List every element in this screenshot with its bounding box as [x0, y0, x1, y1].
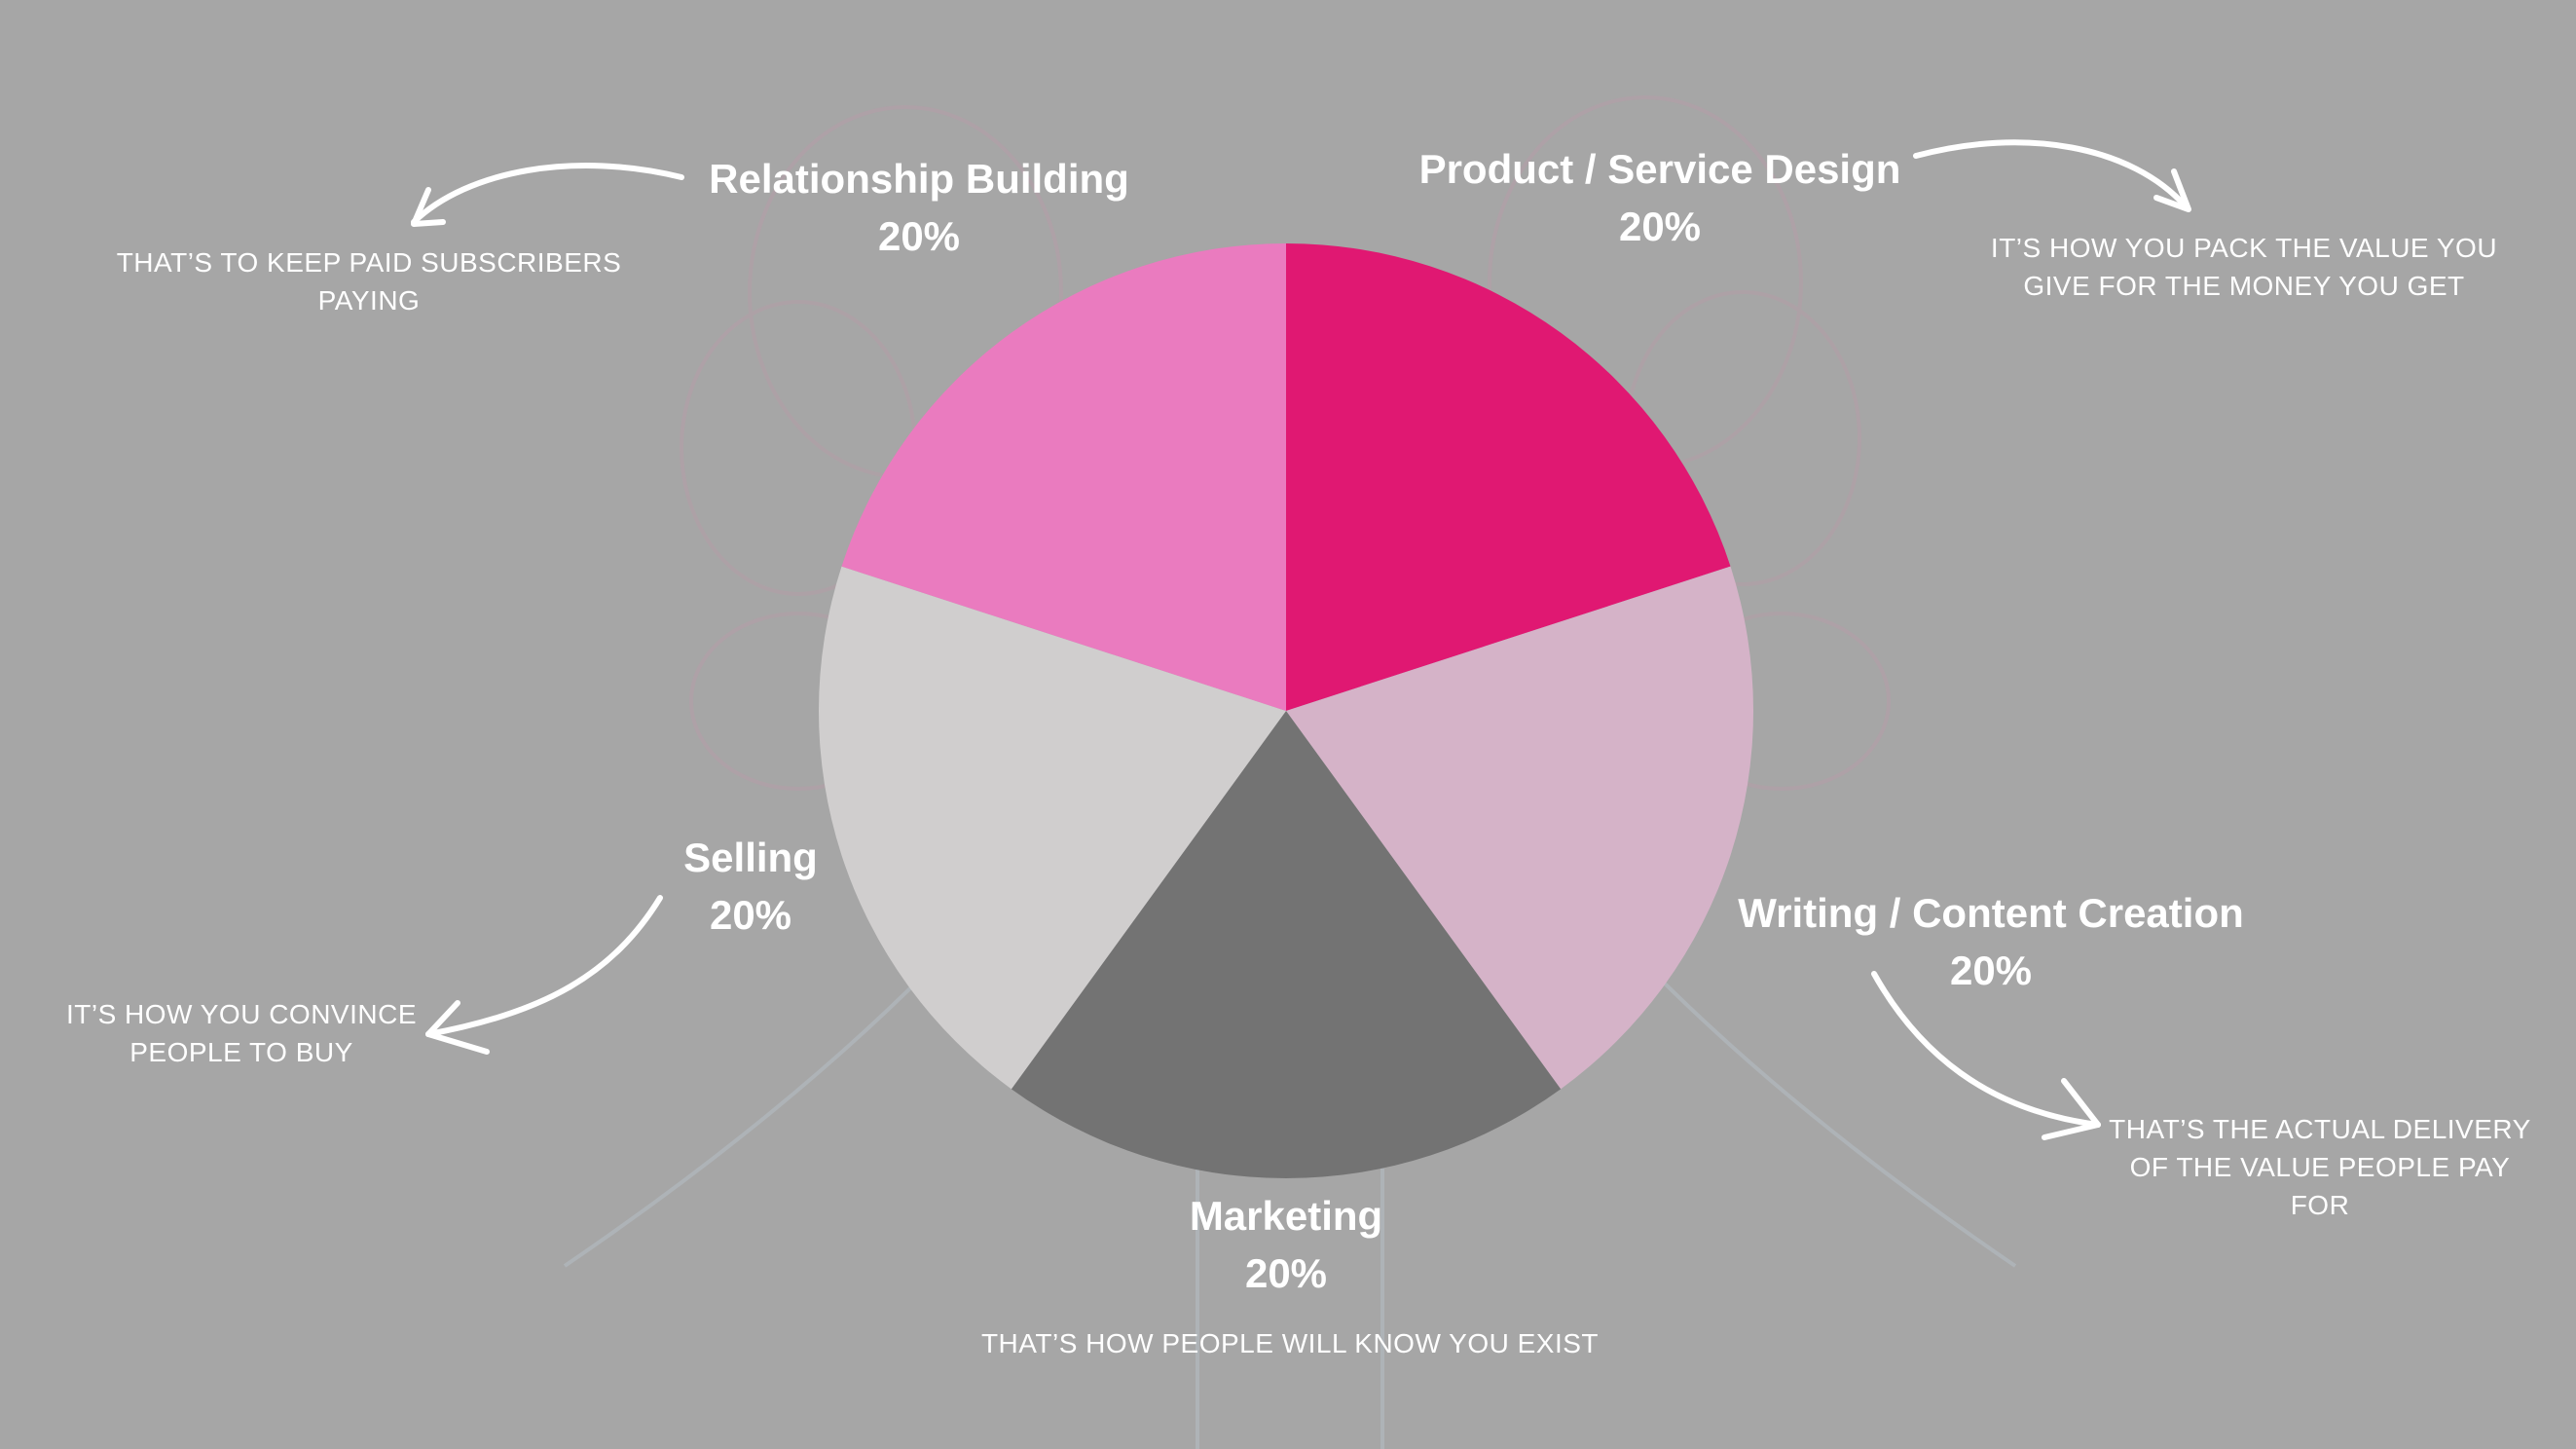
slice-value-label: 20%: [709, 892, 792, 938]
slice-value-label: 20%: [1244, 1250, 1328, 1296]
slice-value-label: 20%: [1618, 204, 1702, 249]
arrow-selling-icon: [425, 895, 663, 1055]
slice-description-selling: IT’S HOW YOU CONVINCE PEOPLE TO BUY: [65, 999, 417, 1067]
slice-name: Product / Service Design: [1418, 146, 1901, 192]
pie-slice-selling: [818, 566, 1286, 1090]
pie-slice-relationship-building: [841, 243, 1286, 711]
slice-label-selling: Selling 20%: [683, 829, 818, 944]
arrow-writing-icon: [1871, 971, 2101, 1140]
slice-description-writing: THAT’S THE ACTUAL DELIVERY OF THE VALUE …: [2109, 1114, 2531, 1220]
pie-slices: [818, 243, 1753, 1179]
slice-label-writing: Writing / Content Creation 20%: [1738, 884, 2244, 999]
slice-name: Marketing: [1189, 1193, 1383, 1239]
slice-name: Writing / Content Creation: [1738, 890, 2244, 936]
slice-label-relationship: Relationship Building 20%: [709, 150, 1129, 265]
arrow-product-icon: [1913, 139, 2191, 212]
pie-slice-marketing: [1011, 711, 1562, 1179]
slice-description-relationship: THAT’S TO KEEP PAID SUBSCRIBERS PAYING: [116, 247, 622, 316]
slice-label-marketing: Marketing 20%: [1190, 1187, 1382, 1302]
arrow-relationship-icon: [411, 163, 684, 227]
slice-name: Selling: [683, 835, 818, 880]
slice-description-marketing: THAT’S HOW PEOPLE WILL KNOW YOU EXIST: [980, 1328, 1600, 1358]
slice-name: Relationship Building: [709, 156, 1129, 202]
slice-value-label: 20%: [877, 213, 961, 259]
slice-description-product: IT’S HOW YOU PACK THE VALUE YOU GIVE FOR…: [1990, 233, 2498, 301]
slice-label-product: Product / Service Design 20%: [1419, 140, 1901, 255]
pie-slice-product-service-design: [1286, 243, 1731, 711]
arrows: [411, 139, 2191, 1140]
slice-value-label: 20%: [1949, 947, 2033, 993]
pie-slice-writing-content-creation: [1286, 566, 1753, 1090]
